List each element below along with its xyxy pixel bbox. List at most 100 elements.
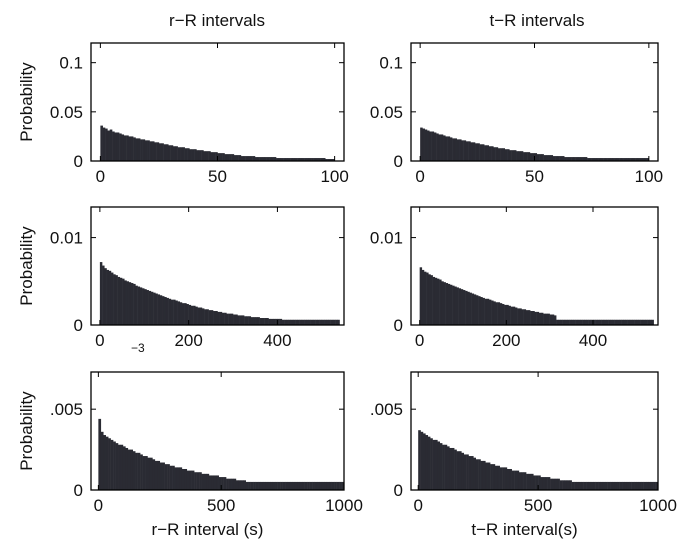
histogram-bar <box>302 481 305 490</box>
histogram-bar <box>332 319 336 325</box>
histogram-bar <box>571 319 574 325</box>
histogram-bar <box>238 480 242 490</box>
panel-r-R-0-1000: 0 500 1000 0 .005 Probability r−R interval (s) <box>17 371 363 539</box>
y-axis-label: Probability <box>17 226 36 306</box>
histogram-bar <box>420 127 423 161</box>
histogram-bar <box>128 136 132 161</box>
y-tick-label: 0 <box>394 316 403 335</box>
axes-frame <box>90 371 345 491</box>
histogram-bar <box>461 452 465 490</box>
histogram-bar <box>174 467 178 490</box>
histogram-bar <box>437 278 440 325</box>
histogram-bar <box>636 319 639 325</box>
histogram-bar <box>306 319 309 325</box>
histogram-bar <box>564 319 568 325</box>
histogram-bar <box>317 319 320 325</box>
histogram-bar <box>645 319 648 325</box>
y-tick-label: 0 <box>74 481 83 500</box>
histogram-bar <box>552 478 556 490</box>
histogram-bar <box>653 481 656 490</box>
histogram-bar <box>603 158 606 161</box>
histogram-bar <box>535 475 539 490</box>
histogram-bar <box>273 157 277 161</box>
histogram-bar <box>534 311 537 325</box>
histogram-bar <box>480 460 484 490</box>
histogram-bar <box>605 158 608 161</box>
histogram-bar <box>598 481 601 490</box>
histogram-bar <box>573 157 576 161</box>
histogram-bar <box>625 319 628 325</box>
histogram-bar <box>619 481 623 490</box>
histogram-bar <box>561 156 565 161</box>
histogram-bar <box>454 286 457 325</box>
histogram-bar <box>606 319 609 325</box>
histogram-bars <box>418 430 659 490</box>
histogram-bar <box>424 129 428 161</box>
histogram-bar <box>272 318 276 325</box>
histogram-bar <box>223 477 227 490</box>
histogram-bar <box>595 319 598 325</box>
histogram-bar <box>173 299 176 325</box>
histogram-bar <box>231 154 235 161</box>
histogram-bar <box>132 451 136 490</box>
histogram-bar <box>566 157 570 161</box>
histogram-bar <box>593 319 596 325</box>
histogram-bar <box>292 319 296 325</box>
histogram-bar <box>610 319 613 325</box>
histogram-bar <box>504 467 508 490</box>
histogram-bar <box>284 319 287 325</box>
histogram-bar <box>277 481 281 490</box>
histogram-bar <box>175 146 178 161</box>
y-tick-label: 0 <box>74 152 83 171</box>
histogram-bar <box>595 481 599 490</box>
histogram-bar <box>165 144 169 161</box>
histogram-bar <box>444 444 448 490</box>
histogram-bar <box>471 293 475 325</box>
histogram-bar <box>301 319 305 325</box>
histogram-bar <box>213 311 216 325</box>
histogram-bar <box>206 309 209 325</box>
histogram-bar <box>290 319 294 325</box>
histogram-bar <box>289 481 293 490</box>
histogram-bar <box>113 441 116 490</box>
histogram-bar <box>320 158 324 161</box>
histogram-bar <box>430 438 433 490</box>
histogram-bar <box>102 127 106 161</box>
histogram-bar <box>539 154 542 161</box>
x-tick-label: 0 <box>95 331 104 350</box>
histogram-bar <box>266 157 270 161</box>
histogram-bar <box>557 478 560 490</box>
histogram-bar <box>558 319 561 325</box>
histogram-bar <box>499 303 503 325</box>
histogram-bars <box>99 262 340 325</box>
histogram-bar <box>217 153 221 161</box>
histogram-bar <box>180 147 183 161</box>
histogram-bar <box>590 319 594 325</box>
histogram-bar <box>275 318 278 325</box>
histogram-bar <box>327 159 331 161</box>
histogram-bar <box>607 158 611 161</box>
histogram-bar <box>528 310 531 325</box>
histogram-bar <box>538 312 542 325</box>
histogram-bar <box>262 481 266 490</box>
histogram-bar <box>497 302 501 325</box>
histogram-bar <box>255 481 259 490</box>
histogram-bar <box>116 132 120 161</box>
histogram-bar <box>584 319 587 325</box>
histogram-bar <box>442 444 445 490</box>
histogram-bar <box>339 481 342 490</box>
histogram-bar <box>614 319 618 325</box>
histogram-bar <box>201 150 204 161</box>
histogram-bar <box>233 155 237 161</box>
histogram-bar <box>470 142 473 161</box>
histogram-bar <box>479 144 483 161</box>
histogram-bar <box>543 313 546 325</box>
histogram-bar <box>135 138 139 161</box>
histogram-bar <box>612 158 615 161</box>
histogram-bar <box>324 319 327 325</box>
histogram-bar <box>246 316 249 325</box>
axes-frame <box>410 206 659 326</box>
histogram-bar <box>568 157 572 161</box>
x-tick-label: 100 <box>635 167 663 186</box>
y-tick-label: 0 <box>394 481 403 500</box>
